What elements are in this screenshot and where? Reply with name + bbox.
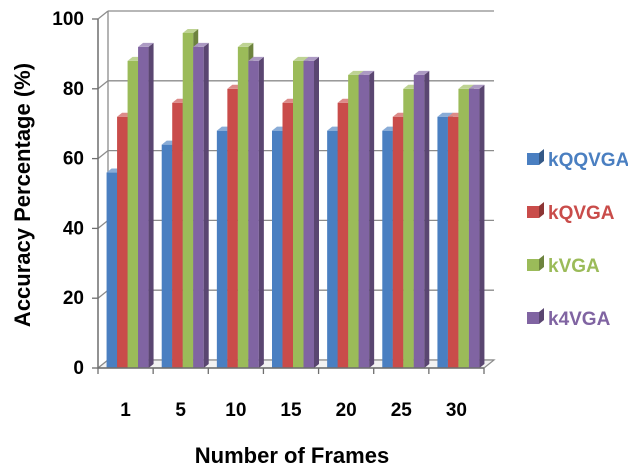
gridline-side xyxy=(97,10,109,20)
bar-front xyxy=(193,46,204,369)
bar-front xyxy=(216,130,228,368)
bar-front xyxy=(303,60,314,368)
bar-top xyxy=(468,84,485,89)
bar-front xyxy=(413,74,425,368)
x-tick-label: 20 xyxy=(336,400,357,421)
gridline-side xyxy=(97,80,109,90)
bar-top xyxy=(348,70,364,75)
legend-label: k4VGA xyxy=(548,309,611,330)
bar xyxy=(193,42,209,369)
legend-item: kQQVGA xyxy=(527,149,628,171)
legend-item: kVGA xyxy=(527,255,600,277)
y-tick-label: 80 xyxy=(63,79,84,100)
bar-front xyxy=(437,116,448,368)
legend-swatch xyxy=(527,153,539,165)
bar-front xyxy=(172,102,183,368)
bar-front xyxy=(458,88,469,369)
bar-side xyxy=(148,42,154,369)
legend-label: kQVGA xyxy=(548,203,615,224)
bar-top xyxy=(458,84,474,89)
bar-front xyxy=(161,144,173,368)
x-tick-label: 15 xyxy=(280,400,302,421)
bar xyxy=(303,56,319,368)
bar-top xyxy=(413,70,430,75)
bar-top xyxy=(303,56,319,61)
x-tick-labels: 1 5 10 15 20 25 30 xyxy=(120,400,467,421)
legend-label: kQQVGA xyxy=(548,150,628,171)
bar-front xyxy=(293,60,304,368)
bar-top xyxy=(293,56,309,61)
bar-front xyxy=(348,74,359,368)
bar-front xyxy=(117,116,128,368)
y-tick-label: 40 xyxy=(63,218,84,239)
bar-front xyxy=(106,172,118,368)
bar-top xyxy=(437,112,453,117)
bar-side xyxy=(479,84,485,369)
bar-top xyxy=(237,42,254,47)
gridline-side xyxy=(97,150,109,160)
x-tick-label: 1 xyxy=(120,400,131,421)
bar-top xyxy=(138,42,154,47)
bar-front xyxy=(358,74,370,368)
y-tick-label: 0 xyxy=(73,358,84,379)
gridline-side xyxy=(97,219,109,229)
bar-front xyxy=(237,46,249,369)
bar-front xyxy=(138,46,149,369)
x-tick-label: 30 xyxy=(446,400,467,421)
bar xyxy=(468,84,485,369)
bar-front xyxy=(282,102,293,368)
y-tick-label: 100 xyxy=(52,9,84,30)
bar-front xyxy=(392,116,404,368)
bar-front xyxy=(447,116,459,368)
bar-side xyxy=(258,56,264,368)
bar-front xyxy=(327,130,338,368)
bar-side xyxy=(369,70,375,368)
legend-swatch xyxy=(527,312,539,324)
legend-swatch-side xyxy=(539,202,544,218)
y-tick-labels: 0 20 40 60 80 100 xyxy=(52,9,84,379)
x-axis-title: Number of Frames xyxy=(195,443,389,468)
legend-swatch-side xyxy=(539,149,544,165)
legend-swatch-side xyxy=(539,308,544,324)
bar-side xyxy=(314,56,319,368)
y-tick-label: 20 xyxy=(63,288,84,309)
x-tick-label: 5 xyxy=(175,400,186,421)
bar xyxy=(358,70,375,368)
legend-swatch xyxy=(527,206,539,218)
bar-front xyxy=(227,88,238,369)
bar-front xyxy=(403,88,414,369)
bar-front xyxy=(248,60,259,368)
bar xyxy=(248,56,264,368)
legend-swatch xyxy=(527,259,539,271)
bar-front xyxy=(127,60,139,368)
bar-front xyxy=(337,102,349,368)
legend-swatch-side xyxy=(539,255,544,271)
legend-item: kQVGA xyxy=(527,202,615,224)
bar-front xyxy=(182,32,194,369)
bar-side xyxy=(203,42,209,369)
bar-top xyxy=(182,28,199,33)
bar-front xyxy=(468,88,480,369)
legend-item: k4VGA xyxy=(527,308,611,330)
gridline-side xyxy=(97,289,109,299)
bar-front xyxy=(272,130,283,368)
bars-group xyxy=(106,28,485,369)
y-tick-label: 60 xyxy=(63,149,84,170)
axes-group xyxy=(92,18,485,374)
bar-side xyxy=(424,70,430,368)
bar-top xyxy=(358,70,375,75)
x-tick-label: 10 xyxy=(225,400,246,421)
legend-label: kVGA xyxy=(548,256,600,277)
y-axis-title: Accuracy Percentage (%) xyxy=(10,63,35,327)
legend: kQQVGA kQVGA kVGA k4VGA xyxy=(527,149,628,330)
bar xyxy=(138,42,154,369)
x-tick-label: 25 xyxy=(391,400,413,421)
bar-front xyxy=(382,130,393,368)
bar xyxy=(413,70,430,368)
bar-top xyxy=(193,42,209,47)
bar-top xyxy=(248,56,264,61)
